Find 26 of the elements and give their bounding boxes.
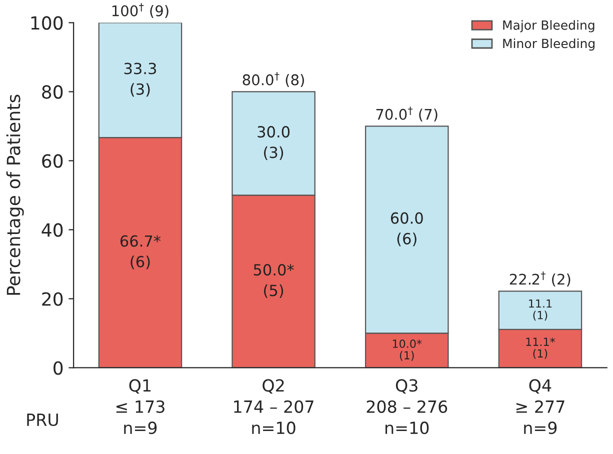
y-tick-label: 20 <box>42 292 63 306</box>
data-label: 30.0 (3) <box>258 126 290 160</box>
text: PRU <box>27 414 58 426</box>
total-label: 70.0$^{†}$ (7) <box>376 106 438 122</box>
data-label: 33.3 (3) <box>124 62 156 97</box>
total-label: 22.2$^{†}$ (2) <box>510 272 570 286</box>
data-label: 10.0* (1) <box>392 340 422 361</box>
x-tick-label: Q1 ≤ 173 n=9 <box>116 379 164 434</box>
y-tick-label: 80 <box>42 85 63 99</box>
x-tick-label: Q2 174 – 207 n=10 <box>234 379 314 434</box>
y-axis-title: Percentage of Patients <box>6 94 24 295</box>
total-label: 80.0$^{†}$ (8) <box>242 72 304 88</box>
data-label: 66.7* (6) <box>120 235 161 270</box>
legend-label: Minor Bleeding <box>503 38 594 51</box>
y-tick-label: 100 <box>31 16 63 30</box>
x-tick-label: Q4 ≥ 277 n=9 <box>516 379 564 434</box>
y-tick-label: 40 <box>42 223 63 237</box>
total-label: 100$^{†}$ (9) <box>112 3 168 18</box>
data-label: 11.1 (1) <box>529 299 552 321</box>
data-label: 11.1* (1) <box>526 338 556 359</box>
data-label: 60.0 (6) <box>390 212 423 246</box>
x-tick-label: Q3 208 – 276 n=10 <box>366 379 448 434</box>
data-label: 50.0* (5) <box>254 264 294 298</box>
y-tick-label: 60 <box>42 154 63 168</box>
y-tick-label: 0 <box>54 361 63 375</box>
legend-label: Major Bleeding <box>503 20 594 32</box>
